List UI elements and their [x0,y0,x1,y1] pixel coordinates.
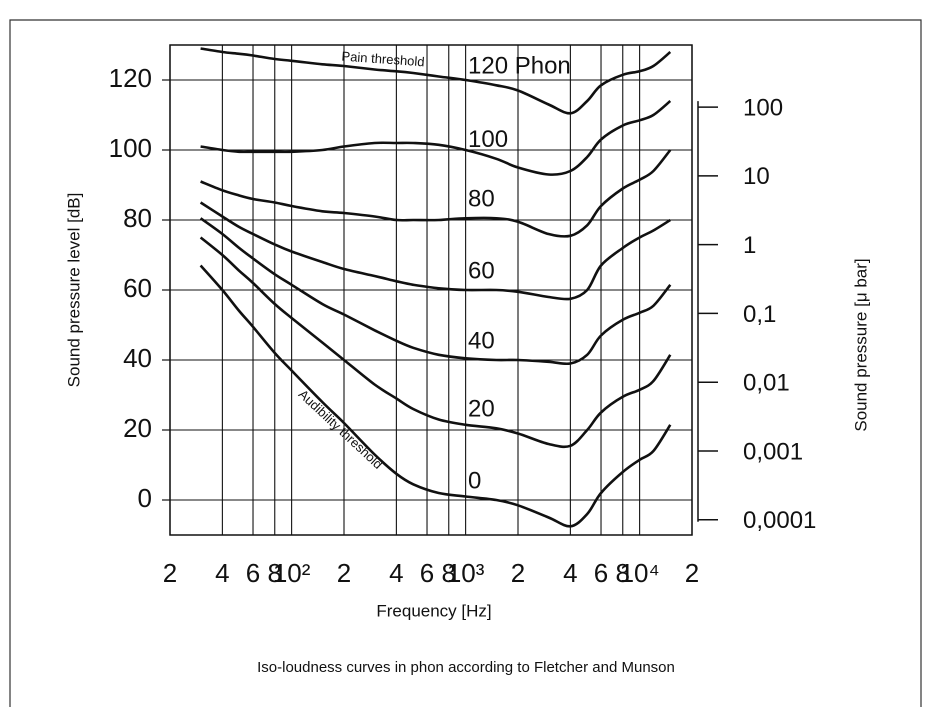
annotation: Audibility threshold [296,387,386,472]
x-tick-label: 10² [273,558,311,588]
curve [200,47,672,115]
y2-tick-label: 1 [743,232,756,259]
x-tick-label: 2 [685,558,699,588]
x-tick-label: 10⁴ [620,558,660,588]
curve-label: 120 Phon [468,53,571,80]
curve [199,264,672,528]
curve-label: 60 [468,257,495,284]
x-tick-label: 8 [616,558,630,588]
y2-tick-label: 0,0001 [743,507,816,534]
annotation: Pain threshold [341,49,425,70]
y2-tick-label: 0,1 [743,301,776,328]
curve [200,149,672,238]
y-tick-label: 40 [123,343,152,373]
y-tick-label: 80 [123,203,152,233]
y2-tick-label: 100 [743,94,783,121]
x-tick-label: 4 [563,558,577,588]
x-tick-label: 2 [337,558,351,588]
curve [200,99,672,176]
curve-label: 0 [468,467,481,494]
y2-axis-title: Sound pressure [μ bar] [851,258,870,431]
y-tick-label: 120 [109,63,152,93]
curve-label: 40 [468,327,495,354]
x-tick-label: 6 [420,558,434,588]
x-tick-label: 8 [442,558,456,588]
x-axis-title: Frequency [Hz] [376,601,491,620]
caption: Iso-loudness curves in phon according to… [257,659,675,676]
x-tick-label: 2 [511,558,525,588]
x-tick-label: 6 [594,558,608,588]
x-tick-label: 4 [389,558,403,588]
curve-label: 80 [468,186,495,213]
y-tick-label: 60 [123,273,152,303]
curve [199,236,672,449]
y2-tick-label: 10 [743,163,770,190]
x-tick-label: 10³ [447,558,485,588]
x-tick-label: 6 [246,558,260,588]
y-tick-label: 100 [109,133,152,163]
x-tick-label: 4 [215,558,229,588]
x-tick-label: 8 [268,558,282,588]
x-tick-label: 2 [163,558,177,588]
frame [9,19,922,707]
curve-label: 20 [468,396,495,423]
y2-tick-label: 0,001 [743,438,803,465]
curve [199,201,672,301]
curve [199,217,672,366]
y-tick-label: 20 [123,413,152,443]
y-tick-label: 0 [138,483,152,513]
y2-tick-label: 0,01 [743,370,790,397]
curve-label: 100 [468,126,508,153]
y-axis-title: Sound pressure level [dB] [64,193,83,388]
